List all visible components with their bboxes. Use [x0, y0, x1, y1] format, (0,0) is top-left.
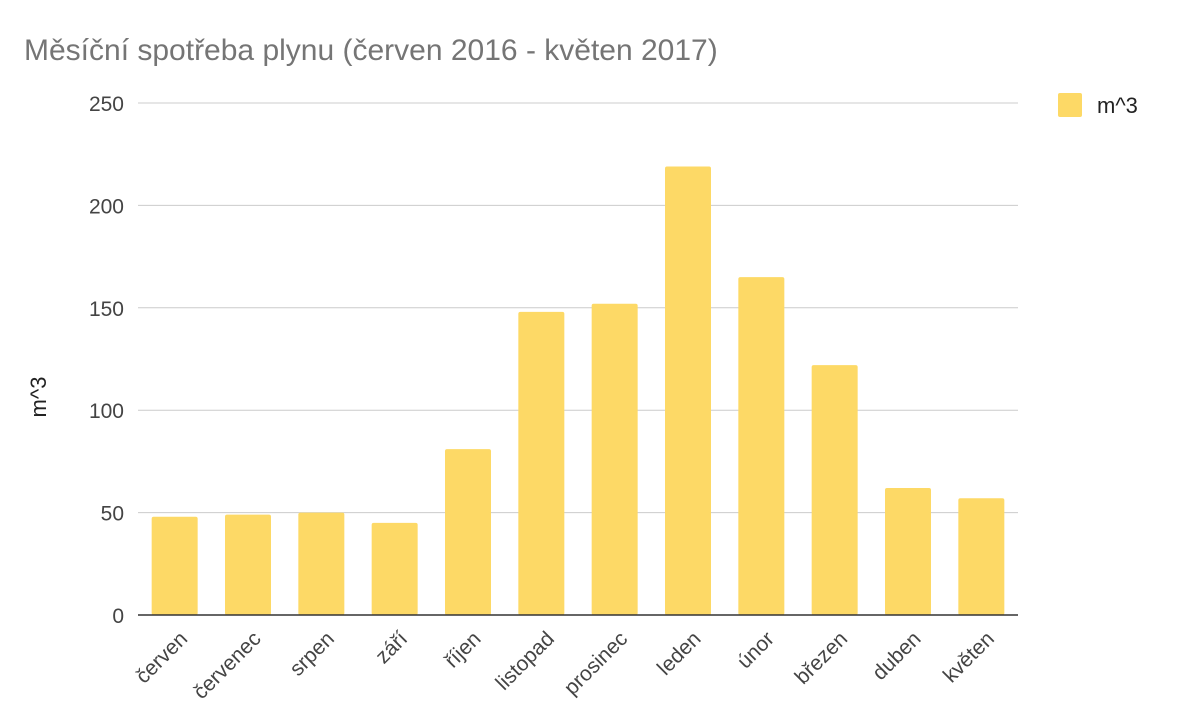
gridlines — [138, 102, 1018, 514]
bar-7[interactable] — [665, 166, 711, 615]
x-tick-label: březen — [791, 627, 853, 689]
y-axis-title: m^3 — [26, 377, 51, 418]
x-tick-label: leden — [653, 627, 706, 680]
legend-label: m^3 — [1097, 93, 1138, 118]
x-tick-label: říjen — [440, 627, 485, 672]
bars — [151, 166, 1005, 615]
bar-1[interactable] — [225, 514, 271, 615]
y-tick-label: 100 — [89, 400, 124, 423]
legend[interactable]: m^3 — [1058, 93, 1138, 118]
x-tick-label: červen — [131, 627, 192, 688]
bar-10[interactable] — [885, 488, 931, 615]
bar-9[interactable] — [811, 365, 858, 615]
x-tick-label: prosinec — [560, 627, 632, 699]
bar-8[interactable] — [738, 277, 785, 615]
bar-5[interactable] — [518, 311, 565, 615]
x-tick-label: srpen — [285, 627, 338, 680]
y-tick-label: 200 — [89, 195, 124, 218]
bar-11[interactable] — [958, 498, 1005, 615]
y-tick-label: 0 — [112, 605, 124, 628]
bar-0[interactable] — [151, 516, 198, 615]
x-tick-label: září — [371, 627, 412, 668]
bar-2[interactable] — [298, 512, 345, 615]
bar-4[interactable] — [445, 449, 491, 615]
legend-swatch — [1058, 93, 1082, 117]
bar-3[interactable] — [371, 522, 418, 615]
bar-6[interactable] — [591, 303, 638, 615]
y-axis-ticks: 0 50 100 150 200 250 — [89, 93, 124, 628]
y-tick-label: 150 — [89, 298, 124, 321]
x-tick-label: listopad — [491, 627, 558, 694]
y-tick-label: 50 — [101, 503, 124, 526]
x-tick-label: červenec — [189, 627, 266, 704]
x-tick-label: únor — [733, 627, 779, 673]
x-tick-label: duben — [868, 627, 926, 685]
y-tick-label: 250 — [89, 93, 124, 116]
chart-title: Měsíční spotřeba plynu (červen 2016 - kv… — [24, 34, 718, 67]
x-tick-label: květen — [939, 627, 999, 687]
